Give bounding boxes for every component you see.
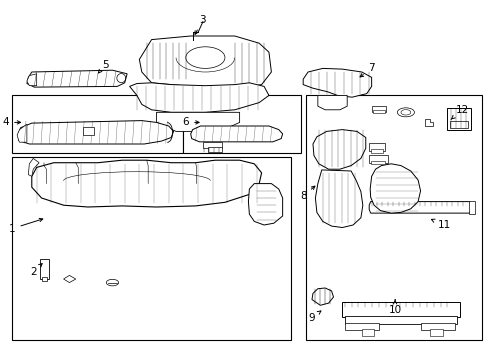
Bar [203,142,222,148]
Text: 5: 5 [98,60,108,73]
Polygon shape [129,83,268,112]
Polygon shape [139,36,271,88]
Bar [344,316,456,324]
Polygon shape [19,121,173,144]
Bar [344,323,378,330]
Bar [372,110,384,113]
Text: 9: 9 [308,311,320,323]
Bar [305,95,481,340]
Polygon shape [63,275,76,283]
Bar [368,155,387,163]
Polygon shape [315,170,362,228]
Bar [342,302,459,317]
Bar [420,323,454,330]
Bar [40,259,49,279]
Bar [207,147,222,152]
Text: 6: 6 [182,117,199,127]
Text: 3: 3 [195,15,206,35]
Text: 4: 4 [2,117,20,127]
Bar [371,106,386,112]
Bar [368,143,384,151]
Bar [429,329,442,336]
Text: 2: 2 [30,264,42,277]
Text: 11: 11 [430,219,450,230]
Text: 8: 8 [299,186,314,201]
Polygon shape [27,70,127,87]
Polygon shape [312,130,365,169]
Polygon shape [311,288,333,305]
Polygon shape [190,126,282,142]
Bar [370,161,385,164]
Polygon shape [32,160,261,207]
Ellipse shape [400,110,410,115]
Bar [449,121,468,128]
Polygon shape [248,184,282,225]
Bar [183,95,300,153]
Ellipse shape [396,108,414,117]
Text: 7: 7 [359,63,374,77]
Bar [83,127,94,135]
Text: 10: 10 [388,300,401,315]
Polygon shape [425,119,432,126]
Polygon shape [27,74,37,86]
Polygon shape [317,95,346,110]
Polygon shape [368,202,472,213]
Bar [12,95,183,153]
Bar [361,329,373,336]
Bar [447,108,470,130]
Polygon shape [369,164,420,213]
Polygon shape [156,112,239,131]
Polygon shape [303,68,371,97]
Bar [41,277,47,281]
Bar [370,149,382,153]
Text: 1: 1 [9,219,42,234]
Bar [468,201,474,214]
Polygon shape [17,124,27,142]
Bar [12,157,290,340]
Text: 12: 12 [450,105,468,120]
Polygon shape [28,158,39,176]
